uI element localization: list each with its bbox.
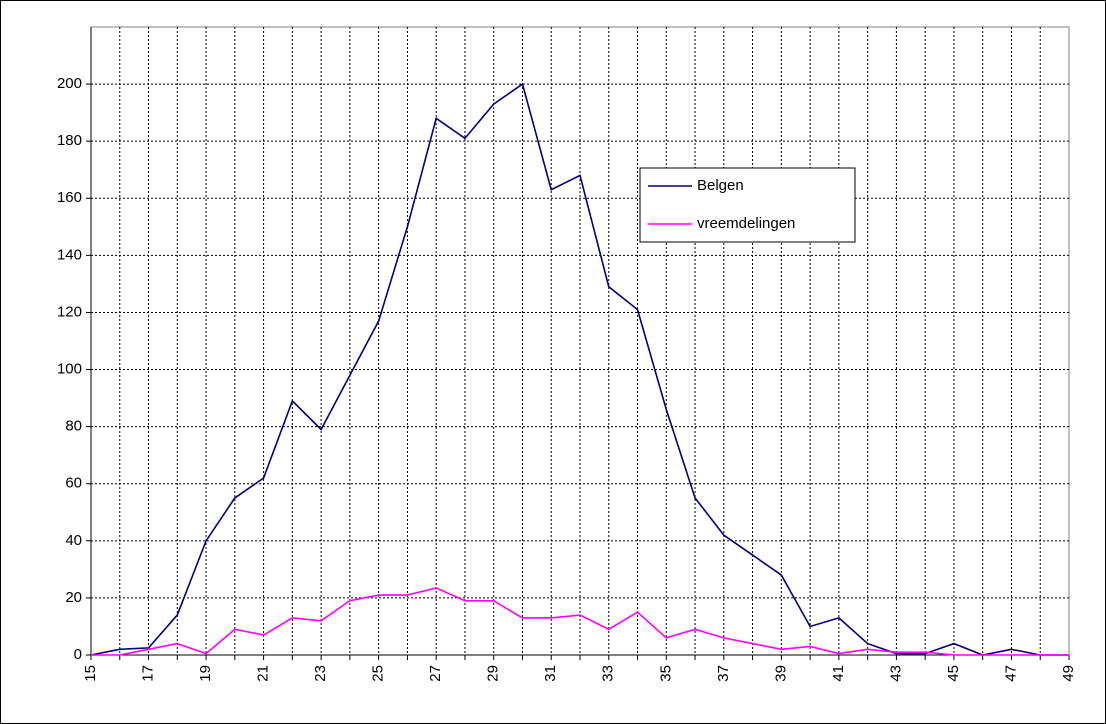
x-tick-label: 35: [657, 665, 674, 682]
legend-label: Belgen: [697, 177, 744, 194]
x-tick-label: 33: [600, 665, 617, 682]
x-tick-label: 47: [1002, 665, 1019, 682]
x-tick-label: 43: [887, 665, 904, 682]
legend: Belgen vreemdelingen: [639, 167, 856, 243]
x-tick-label: 45: [945, 665, 962, 682]
y-tick-label: 40: [65, 532, 82, 549]
x-tick-label: 29: [485, 665, 502, 682]
x-tick-label: 25: [370, 665, 387, 682]
series-line: [91, 587, 1069, 656]
y-tick-label: 180: [57, 132, 82, 149]
legend-box: [639, 167, 856, 243]
y-tick-label: 120: [57, 303, 82, 320]
legend-label: vreemdelingen: [697, 215, 795, 232]
y-tick-label: 200: [57, 75, 82, 92]
y-tick-label: 60: [65, 475, 82, 492]
y-tick-label: 0: [74, 646, 82, 663]
x-tick-label: 31: [542, 665, 559, 682]
y-tick-label: 100: [57, 361, 82, 378]
x-tick-label: 21: [255, 665, 272, 682]
y-tick-label: 160: [57, 189, 82, 206]
series-line: [90, 82, 1069, 656]
x-tick-label: 49: [1060, 665, 1077, 682]
x-tick-label: 37: [715, 665, 732, 682]
x-tick-label: 23: [312, 665, 329, 682]
x-tick-label: 41: [830, 665, 847, 682]
x-tick-label: 39: [772, 665, 789, 682]
y-tick-label: 20: [65, 589, 82, 606]
x-tick-label: 27: [427, 665, 444, 682]
y-tick-label: 80: [65, 418, 82, 435]
x-tick-label: 15: [82, 665, 99, 682]
x-tick-label: 19: [197, 665, 214, 682]
x-tick-label: 17: [139, 665, 156, 682]
y-tick-label: 140: [57, 246, 82, 263]
